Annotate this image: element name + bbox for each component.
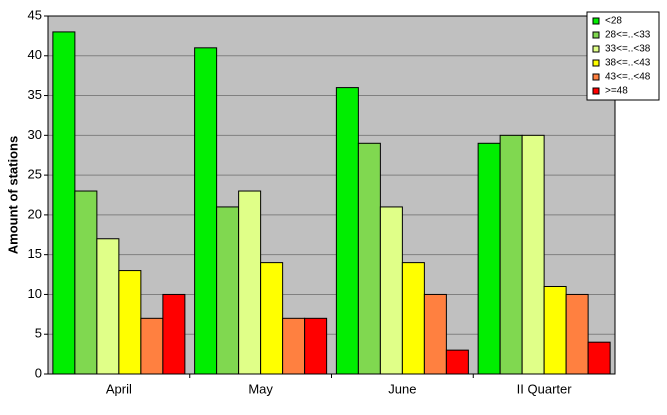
x-tick-label: May	[248, 381, 273, 396]
legend-label: 38<=..<43	[605, 58, 651, 69]
x-tick-label: April	[106, 381, 132, 396]
legend-label: 43<=..<48	[605, 72, 651, 83]
y-tick-label: 10	[28, 286, 42, 301]
bar	[565, 293, 589, 375]
bar	[162, 293, 186, 375]
bar	[379, 206, 403, 375]
bar	[477, 142, 501, 375]
bar	[140, 317, 164, 375]
y-tick-label: 30	[28, 127, 42, 142]
bar	[521, 134, 545, 375]
legend-swatch	[592, 17, 600, 25]
x-tick-label: June	[388, 381, 416, 396]
y-tick-label: 5	[35, 326, 42, 341]
y-tick-label: 0	[35, 365, 42, 380]
bar	[96, 238, 120, 375]
x-tick-label: II Quarter	[517, 381, 573, 396]
y-tick-label: 35	[28, 87, 42, 102]
bar	[260, 262, 284, 375]
legend-label: 33<=..<38	[605, 44, 651, 55]
legend-swatch	[592, 59, 600, 67]
bar	[445, 349, 469, 375]
bar	[499, 134, 523, 375]
legend-swatch	[592, 73, 600, 81]
bar	[118, 270, 142, 375]
y-tick-label: 20	[28, 206, 42, 221]
bar	[357, 142, 381, 375]
legend-label: <28	[605, 16, 622, 27]
legend-swatch	[592, 87, 600, 95]
bar	[216, 206, 240, 375]
bar	[587, 341, 611, 375]
bar	[543, 285, 567, 375]
bar	[335, 87, 359, 375]
bar	[52, 31, 76, 375]
bar	[423, 293, 447, 375]
bar	[194, 47, 218, 375]
legend-swatch	[592, 31, 600, 39]
legend-label: 28<=..<33	[605, 30, 651, 41]
y-axis-label: Amount of stations	[5, 136, 20, 254]
legend-swatch	[592, 45, 600, 53]
bar	[238, 190, 262, 375]
bar	[304, 317, 328, 375]
y-tick-label: 15	[28, 246, 42, 261]
bar	[74, 190, 98, 375]
plot-border	[47, 15, 616, 375]
y-tick-label: 40	[28, 47, 42, 62]
y-tick-label: 25	[28, 167, 42, 182]
bar	[401, 262, 425, 375]
bar	[282, 317, 306, 375]
legend-box	[586, 11, 660, 101]
y-tick-label: 45	[28, 7, 42, 22]
legend-label: >=48	[605, 86, 628, 97]
